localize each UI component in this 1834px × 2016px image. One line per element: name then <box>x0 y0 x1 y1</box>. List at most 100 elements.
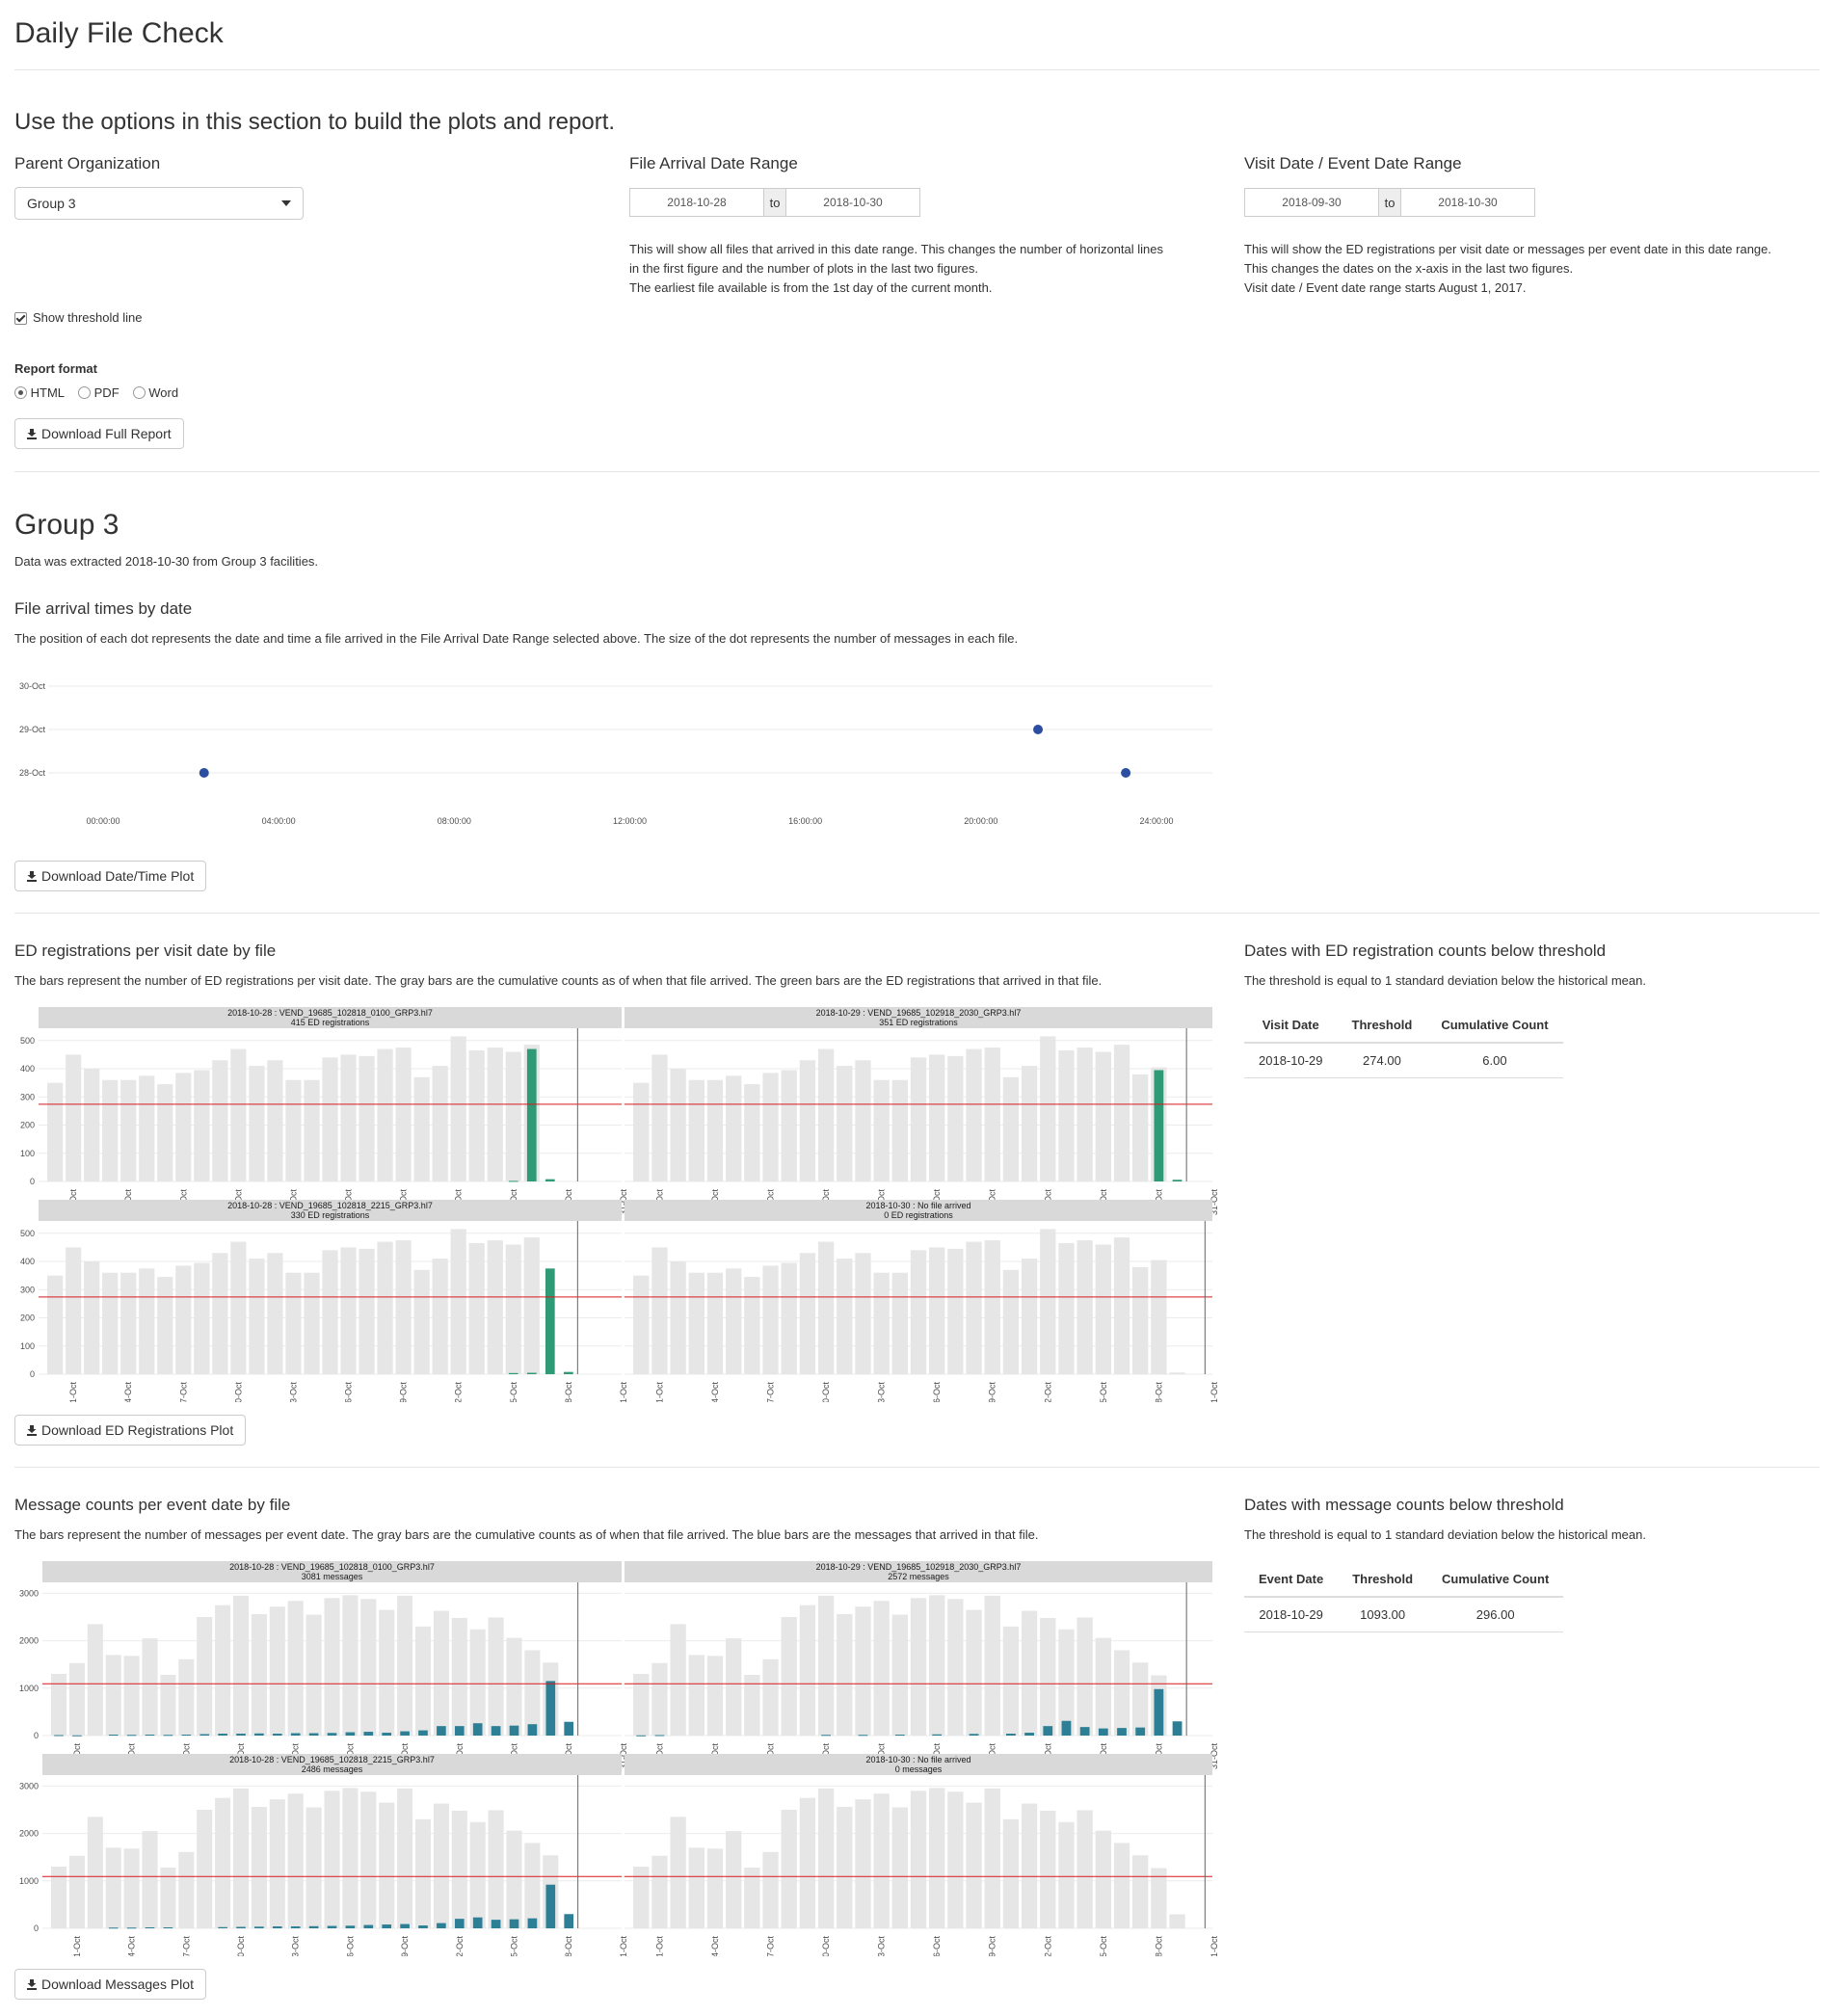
colored-bar <box>636 1735 647 1737</box>
gray-bar <box>197 1809 213 1928</box>
parent-org-select[interactable]: Group 3 <box>14 187 304 220</box>
colored-bar <box>1024 1733 1034 1736</box>
gray-bar <box>451 1617 467 1736</box>
download-messages-button[interactable]: Download Messages Plot <box>14 1969 206 2000</box>
gray-bar <box>762 1658 779 1736</box>
gray-bar <box>744 1277 760 1374</box>
gray-bar <box>304 1079 320 1181</box>
colored-bar <box>1135 1727 1146 1736</box>
radio-word[interactable]: Word <box>132 384 179 403</box>
gray-bar <box>306 1807 322 1928</box>
gray-bar <box>799 1060 816 1181</box>
colored-bar <box>290 1733 301 1736</box>
gray-bar <box>947 1791 964 1928</box>
x-tick-label: 16-Oct <box>932 1382 942 1402</box>
colored-bar <box>545 1681 556 1736</box>
x-tick-label: 07-Oct <box>766 1382 776 1402</box>
gray-bar <box>966 1241 982 1374</box>
gray-bar <box>175 1073 192 1181</box>
gray-bar <box>524 1650 541 1736</box>
x-tick-label: 31-Oct <box>619 1382 628 1402</box>
file-arrival-start-input[interactable]: 2018-10-28 <box>629 188 764 217</box>
gray-bar <box>799 1253 816 1374</box>
table-header-row: Event Date Threshold Cumulative Count <box>1244 1562 1564 1598</box>
x-tick-label: 04-Oct <box>123 1382 133 1402</box>
colored-bar <box>454 1726 465 1736</box>
gray-bar <box>414 1818 432 1928</box>
gray-bar <box>505 1244 521 1374</box>
threshold-checkbox[interactable] <box>14 311 27 325</box>
colored-bar <box>472 1723 483 1736</box>
msg-desc: The bars represent the number of message… <box>14 1527 1039 1542</box>
x-tick-label: 07-Oct <box>766 1936 776 1956</box>
radio-word-dot[interactable] <box>132 386 146 399</box>
gray-bar <box>706 1272 724 1374</box>
colored-bar <box>1172 1721 1183 1736</box>
facet-strip <box>39 1200 622 1221</box>
colored-bar <box>418 1925 428 1928</box>
visit-date-end-input[interactable]: 2018-10-30 <box>1400 188 1535 217</box>
gray-bar <box>251 1614 267 1736</box>
facet-strip <box>42 1561 622 1582</box>
radio-pdf-dot[interactable] <box>78 386 92 399</box>
threshold-checkbox-row[interactable]: Show threshold line <box>14 308 142 328</box>
gray-bar <box>468 1243 485 1374</box>
gray-bar <box>230 1241 247 1374</box>
download-icon <box>27 1424 37 1436</box>
x-tick-label: 10-Oct <box>233 1382 243 1402</box>
colored-bar <box>509 1919 519 1928</box>
colored-bar <box>1061 1720 1072 1736</box>
gray-bar <box>984 1595 1000 1736</box>
x-tick-label: 16-Oct <box>345 1936 355 1956</box>
x-tick-label: 19-Oct <box>988 1382 997 1402</box>
page-title: Daily File Check <box>14 17 224 49</box>
gray-bar <box>175 1265 192 1374</box>
radio-word-label: Word <box>148 385 179 400</box>
visit-date-start-input[interactable]: 2018-09-30 <box>1244 188 1379 217</box>
gray-bar <box>762 1851 779 1928</box>
gray-bar <box>891 1272 908 1374</box>
file-arrival-end-input[interactable]: 2018-10-30 <box>785 188 920 217</box>
gray-bar <box>688 1847 704 1928</box>
x-tick-label: 28-Oct <box>564 1936 573 1956</box>
y-tick-label: 3000 <box>19 1588 39 1598</box>
gray-bar <box>1095 1051 1111 1181</box>
gray-bar <box>984 1240 1000 1374</box>
gray-bar <box>340 1247 357 1374</box>
download-ed-button[interactable]: Download ED Registrations Plot <box>14 1415 247 1446</box>
colored-bar <box>491 1726 501 1736</box>
x-tick-label: 28-Oct <box>1154 1936 1163 1956</box>
gray-bar <box>342 1788 359 1928</box>
gray-bar <box>285 1272 302 1374</box>
radio-html[interactable]: HTML <box>14 384 65 403</box>
help-line: This changes the dates on the x-axis in … <box>1244 261 1574 276</box>
gray-bar <box>1113 1843 1130 1928</box>
gray-bar <box>1132 1855 1149 1928</box>
gray-bar <box>232 1595 250 1736</box>
gray-bar <box>873 1079 890 1181</box>
ed-desc: The bars represent the number of ED regi… <box>14 973 1103 988</box>
x-tick-label: 31-Oct <box>1209 1382 1219 1402</box>
file-arrival-range: 2018-10-28 to 2018-10-30 <box>629 188 920 217</box>
chevron-down-icon <box>281 200 291 206</box>
gray-bar <box>142 1638 158 1736</box>
radio-pdf[interactable]: PDF <box>78 384 120 403</box>
gray-bar <box>160 1868 176 1928</box>
gray-bar <box>651 1662 668 1736</box>
colored-bar <box>526 1372 537 1374</box>
gray-bar <box>287 1601 304 1736</box>
ed-threshold-table: Visit Date Threshold Cumulative Count 20… <box>1244 1008 1563 1078</box>
gray-bar <box>1002 1076 1020 1181</box>
download-datetime-button[interactable]: Download Date/Time Plot <box>14 861 207 891</box>
colored-bar <box>290 1926 301 1928</box>
gray-bar <box>817 1048 835 1181</box>
download-icon <box>27 428 37 439</box>
gray-bar <box>413 1269 430 1374</box>
gray-bar <box>212 1060 228 1181</box>
gray-bar <box>157 1084 173 1181</box>
colored-bar <box>564 1721 574 1736</box>
radio-html-dot[interactable] <box>14 386 27 399</box>
gray-bar <box>670 1817 686 1928</box>
download-report-button[interactable]: Download Full Report <box>14 418 184 449</box>
